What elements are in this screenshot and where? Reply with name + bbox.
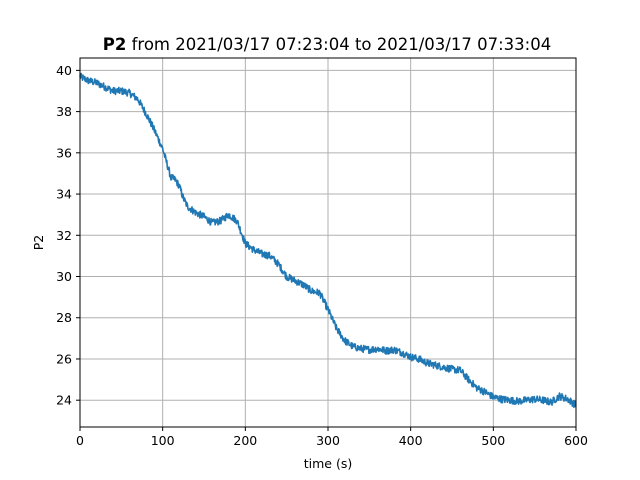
y-tick-label: 36 [56,145,72,160]
x-tick-label: 0 [76,433,84,448]
y-tick-label: 32 [56,228,72,243]
x-tick-label: 600 [564,433,588,448]
y-tick-label: 38 [56,104,72,119]
x-tick-label: 100 [151,433,175,448]
x-axis-label: time (s) [304,456,352,471]
chart-title: P2 from 2021/03/17 07:23:04 to 2021/03/1… [103,35,551,54]
series-layer [79,72,577,409]
chart-title-rest: from 2021/03/17 07:23:04 to 2021/03/17 0… [126,35,551,54]
y-tick-label: 26 [56,351,72,366]
x-tick-label: 400 [399,433,423,448]
y-tick-label: 24 [56,393,72,408]
tick-layer: 0 100 200 300 400 500 600 24 26 28 30 32 34 36 38 40 [56,63,588,448]
grid-lines [79,58,577,427]
chart-title-bold: P2 [103,35,127,54]
x-tick-label: 300 [316,433,340,448]
x-tick-label: 200 [233,433,257,448]
y-tick-label: 28 [56,310,72,325]
y-tick-label: 40 [56,63,72,78]
y-tick-label: 30 [56,269,72,284]
y-axis-label: P2 [31,235,46,251]
series-line [79,72,577,409]
y-tick-label: 34 [56,187,72,202]
x-tick-label: 500 [481,433,505,448]
